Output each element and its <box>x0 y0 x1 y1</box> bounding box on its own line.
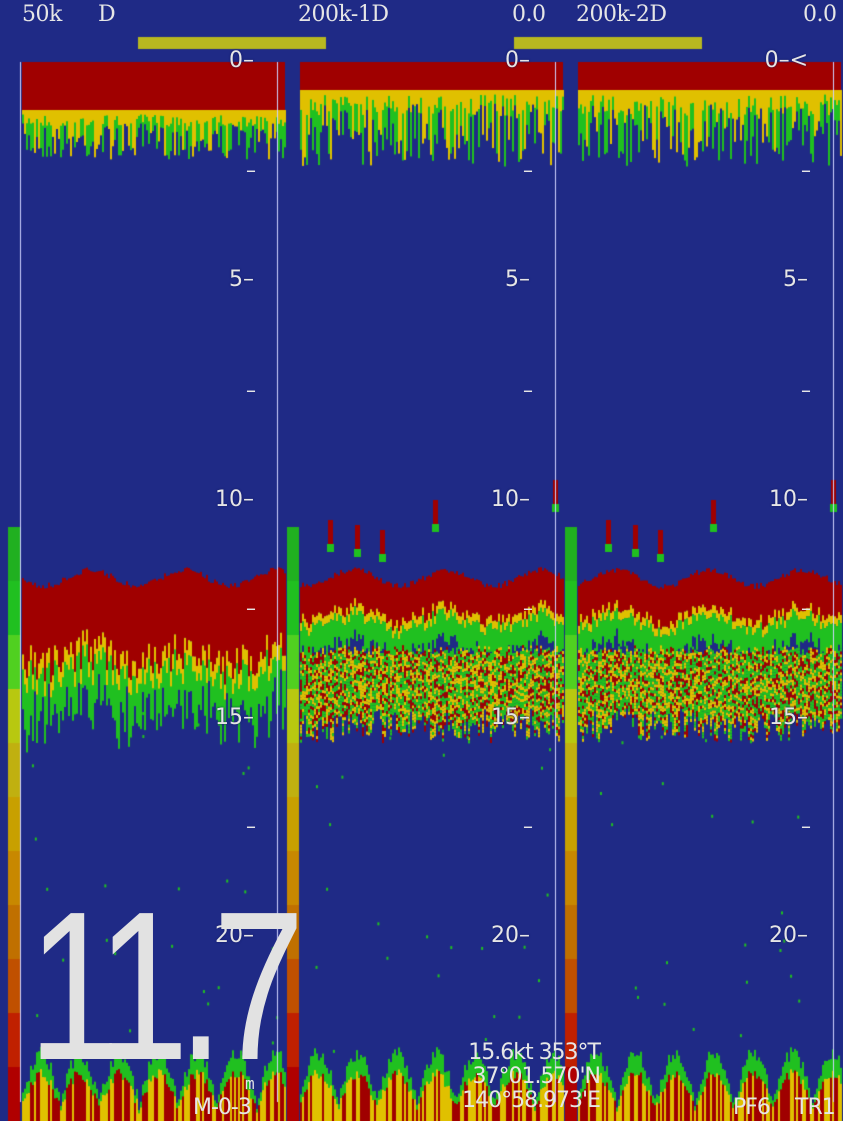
longitude: 140°58.973'E <box>462 1088 601 1113</box>
depth-tick-5-p2: 5– <box>505 267 530 292</box>
speed-heading: 15.6kt 353°T <box>468 1040 601 1065</box>
minor-tick: – <box>523 596 533 620</box>
zero-line-marker-icon: < <box>789 48 808 73</box>
minor-tick: – <box>801 596 811 620</box>
depth-tick-20-p2: 20– <box>491 923 530 948</box>
minor-tick: – <box>523 158 533 182</box>
depth-tick-20-p3: 20– <box>769 923 808 948</box>
mode-left-label: D <box>98 2 116 27</box>
footer-right-code2: TR1 <box>795 1095 836 1120</box>
depth-tick-5-p1: 5– <box>229 267 254 292</box>
depth-tick-15-p1: 15– <box>215 705 254 730</box>
minor-tick: – <box>246 378 256 402</box>
minor-tick: – <box>246 158 256 182</box>
minor-tick: – <box>801 814 811 838</box>
minor-tick: – <box>246 596 256 620</box>
depth-tick-0-p1: 0– <box>229 48 254 73</box>
depth-tick-15-p3: 15– <box>769 705 808 730</box>
depth-tick-20-p1: 20– <box>215 923 254 948</box>
minor-tick: – <box>523 814 533 838</box>
depth-tick-0-p3: 0–< <box>764 48 808 73</box>
footer-right-code: PF6 <box>733 1095 771 1120</box>
depth-tick-10-p2: 10– <box>491 487 530 512</box>
freq-right-label: 200k-2D <box>576 2 667 27</box>
depth-readout: 11.7 <box>28 867 305 1104</box>
minor-tick: – <box>246 814 256 838</box>
depth-unit: m <box>245 1074 255 1093</box>
offset-right-label: 0.0 <box>803 2 837 27</box>
freq-left-label: 50k <box>22 2 62 27</box>
minor-tick: – <box>801 378 811 402</box>
nav-info-block: 15.6kt 353°T 37°01.570'N 140°58.973'E <box>440 1040 601 1113</box>
depth-tick-5-p3: 5– <box>783 267 808 292</box>
minor-tick: – <box>801 158 811 182</box>
minor-tick: – <box>523 378 533 402</box>
depth-tick-0-p2: 0– <box>505 48 530 73</box>
latitude: 37°01.570'N <box>472 1064 601 1089</box>
depth-tick-10-p1: 10– <box>215 487 254 512</box>
depth-tick-10-p3: 10– <box>769 487 808 512</box>
footer-left-code: M-0-3 <box>193 1095 252 1120</box>
depth-tick-15-p2: 15– <box>491 705 530 730</box>
freq-mid-label: 200k-1D <box>298 2 389 27</box>
offset-mid-label: 0.0 <box>512 2 546 27</box>
